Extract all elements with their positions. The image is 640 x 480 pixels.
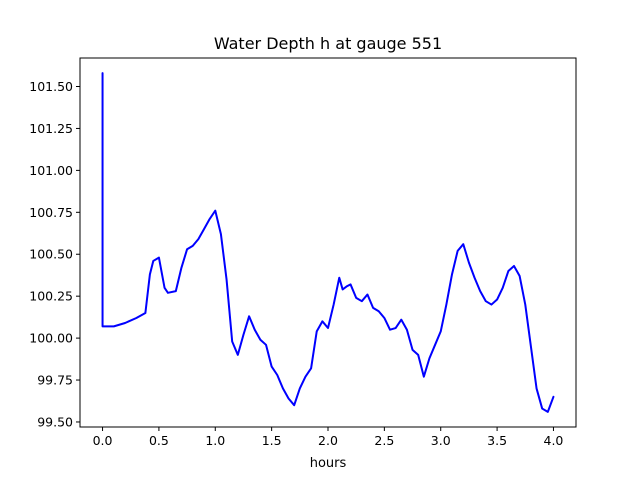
plot-area [101,72,555,413]
y-tick-label: 101.00 [29,163,73,178]
y-tick-label: 101.25 [29,121,73,136]
y-axis: 99.50 99.75 100.00 100.25 100.50 100.75 101.00… [29,79,80,429]
water-depth-line [101,72,555,413]
y-tick-label: 100.00 [29,331,73,346]
x-axis: 0.0 0.5 1.0 1.5 2.0 2.5 3.0 3.5 4.0 [93,427,564,448]
x-tick-label: 2.0 [318,433,338,448]
y-tick-label: 101.50 [29,79,73,94]
y-tick-label: 100.75 [29,205,73,220]
x-tick-label: 0.5 [149,433,169,448]
x-tick-label: 3.0 [431,433,451,448]
x-axis-label: hours [310,456,347,471]
x-tick-label: 3.5 [487,433,507,448]
y-tick-label: 100.25 [29,289,73,304]
x-tick-label: 1.0 [205,433,225,448]
chart-title: Water Depth h at gauge 551 [214,34,442,53]
y-tick-label: 99.50 [37,414,73,429]
x-tick-label: 4.0 [544,433,564,448]
y-tick-label: 99.75 [37,373,73,388]
x-tick-label: 0.0 [93,433,113,448]
x-tick-label: 1.5 [262,433,282,448]
axes-frame [79,57,577,428]
x-tick-label: 2.5 [374,433,394,448]
y-tick-label: 100.50 [29,247,73,262]
